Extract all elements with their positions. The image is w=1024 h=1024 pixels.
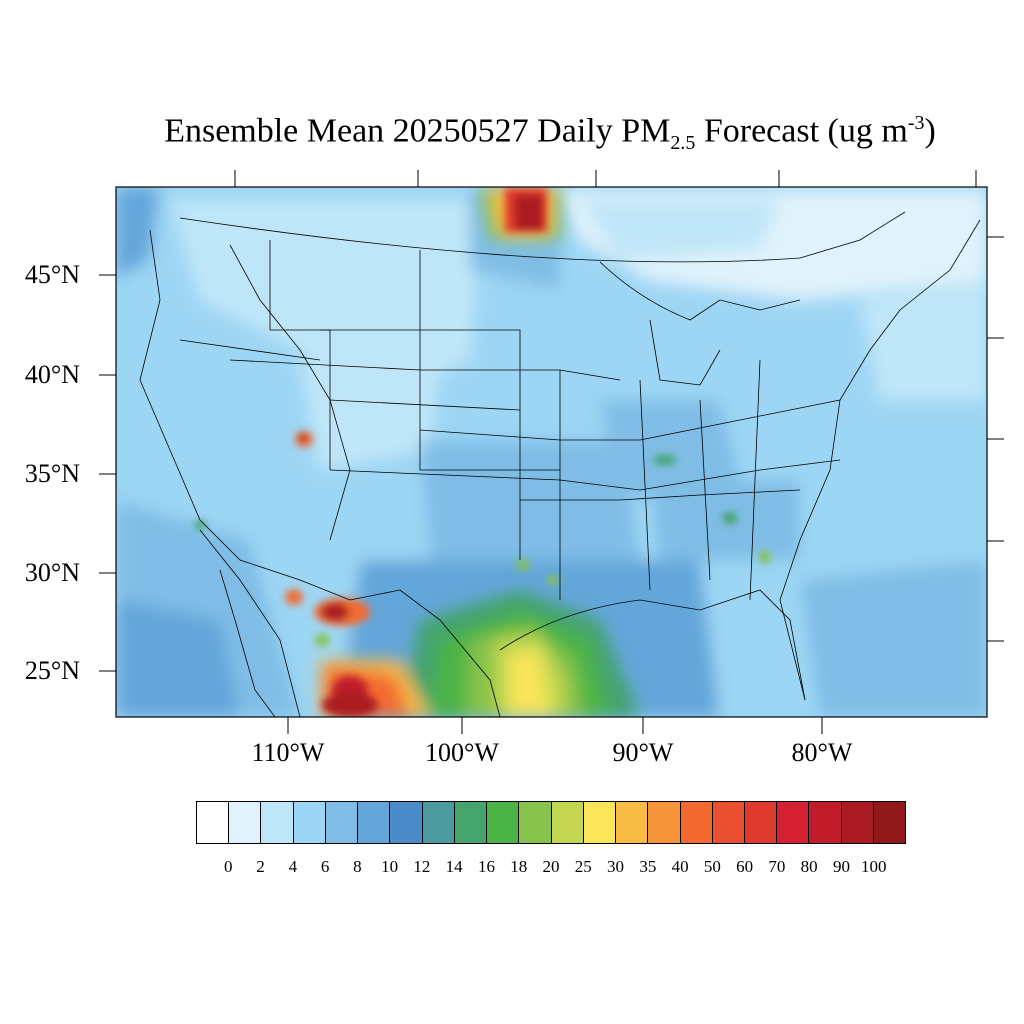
colorbar-tick-label: 35	[639, 857, 657, 876]
colorbar-tick-label: 18	[510, 857, 528, 876]
colorbar-tick-label: 16	[477, 857, 495, 876]
colorbar-swatch	[744, 802, 778, 843]
boundary-lines	[139, 211, 981, 717]
colorbar-swatch	[487, 802, 520, 843]
colorbar-swatch	[422, 802, 455, 843]
colorbar-tick-label: 30	[607, 857, 625, 876]
colorbar-tick-label: 4	[288, 857, 298, 876]
colorbar-tick-label: 25	[574, 857, 592, 876]
lat-label-35n: 35°N	[24, 459, 80, 488]
colorbar-tick-label: 20	[542, 857, 560, 876]
colorbar-tick-label: 50	[703, 857, 721, 876]
lat-label-45n: 45°N	[24, 260, 80, 289]
colorbar-swatch	[454, 802, 488, 843]
colorbar-swatch	[841, 802, 874, 843]
colorbar-swatch	[648, 802, 681, 843]
colorbar-tick-label: 6	[320, 857, 330, 876]
colorbar-tick-label: 100	[860, 857, 887, 876]
colorbar-tick-label: 60	[736, 857, 754, 876]
colorbar-swatch	[358, 802, 391, 843]
concentration-field	[116, 187, 987, 717]
colorbar-swatch	[583, 802, 617, 843]
colorbar-swatch	[293, 802, 326, 843]
map-frame	[115, 186, 988, 718]
colorbar-tick-label: 80	[800, 857, 818, 876]
colorbar-swatch	[777, 802, 810, 843]
lat-label-25n: 25°N	[24, 656, 80, 685]
colorbar-tick-label: 40	[671, 857, 689, 876]
map-title: Ensemble Mean 20250527 Daily PM2.5 Forec…	[164, 112, 936, 155]
lat-label-40n: 40°N	[24, 360, 80, 389]
colorbar-tick-label: 14	[445, 857, 463, 876]
colorbar-swatch	[325, 802, 359, 843]
lon-label-100w: 100°W	[425, 738, 499, 767]
colorbar-tick-label: 10	[381, 857, 399, 876]
colorbar-tick-label: 8	[353, 857, 362, 876]
axis-ticks	[99, 170, 1004, 734]
colorbar-swatch	[680, 802, 713, 843]
colorbar-swatch	[809, 802, 842, 843]
colorbar	[196, 801, 906, 844]
colorbar-swatch	[261, 802, 294, 843]
colorbar-swatch	[712, 802, 745, 843]
colorbar-tick-label: 70	[768, 857, 786, 876]
colorbar-tick-label: 2	[256, 857, 265, 876]
colorbar-swatch	[873, 802, 906, 843]
lon-label-90w: 90°W	[612, 738, 674, 767]
lon-label-80w: 80°W	[791, 738, 853, 767]
colorbar-tick-label: 0	[224, 857, 233, 876]
colorbar-swatch	[197, 802, 230, 843]
colorbar-tick-label: 90	[832, 857, 850, 876]
colorbar-swatch	[390, 802, 423, 843]
lat-label-30n: 30°N	[24, 558, 80, 587]
colorbar-swatch	[229, 802, 262, 843]
colorbar-swatch	[551, 802, 584, 843]
colorbar-swatch	[616, 802, 649, 843]
lon-label-110w: 110°W	[251, 738, 325, 767]
colorbar-swatch	[519, 802, 552, 843]
colorbar-tick-label: 12	[413, 857, 431, 876]
